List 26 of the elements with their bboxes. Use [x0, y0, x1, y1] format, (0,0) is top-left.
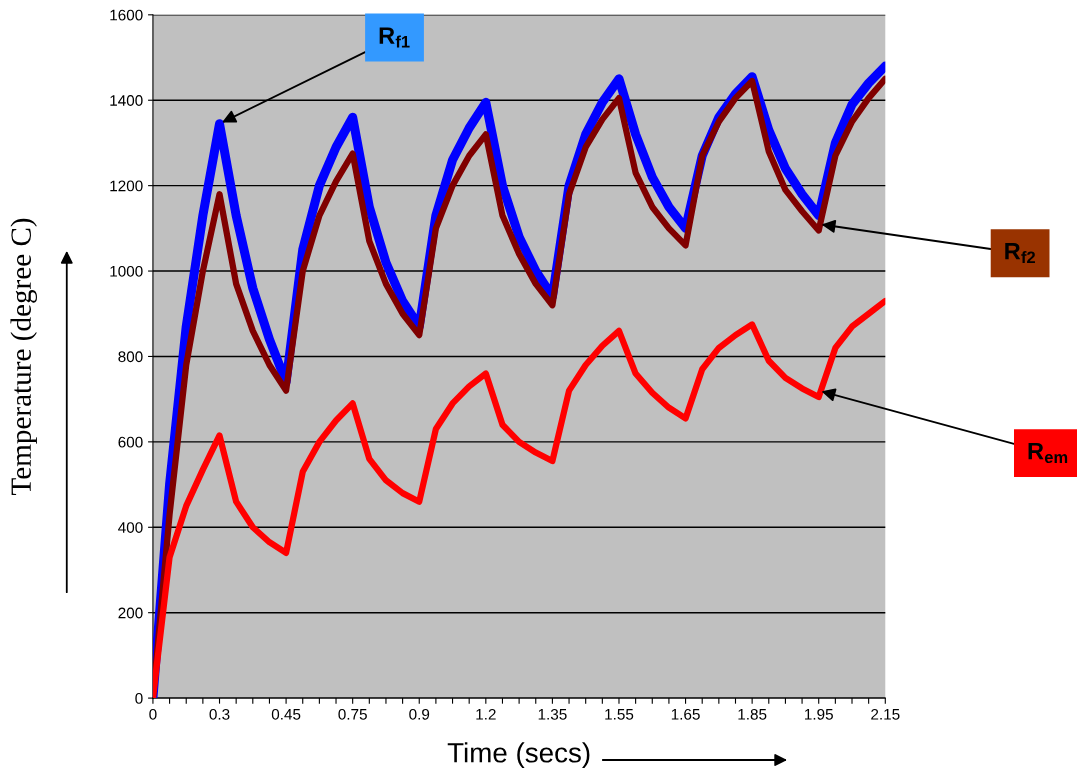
- x-tick-label: 1.55: [605, 709, 634, 720]
- y-tick-label: 600: [118, 436, 143, 448]
- x-tick-label: 1.35: [538, 708, 567, 720]
- x-tick-label: 0.9: [409, 708, 430, 720]
- x-tick-label: 1.85: [738, 708, 767, 720]
- y-tick-label: 1400: [110, 95, 143, 106]
- y-tick-label: 800: [118, 351, 143, 363]
- y-axis-title: Temperature (degree C): [10, 218, 38, 495]
- x-tick-label: 0.45: [271, 708, 301, 720]
- x-tick-label: 0.3: [209, 708, 230, 720]
- x-axis-title: Time (secs): [447, 742, 590, 769]
- y-tick-label: 1000: [110, 265, 143, 277]
- y-tick-label: 400: [118, 522, 143, 533]
- annotation: R$_{f2}$: [1005, 243, 1035, 264]
- annotation: R$_{em}$: [1028, 442, 1068, 464]
- x-tick-label: 0: [149, 708, 157, 720]
- x-tick-label: 1.95: [805, 708, 833, 720]
- y-tick-label: 200: [118, 607, 143, 619]
- y-tick-label: 0: [135, 692, 143, 704]
- x-tick-label: 2.15: [871, 708, 900, 720]
- x-tick-label: 1.65: [671, 708, 700, 720]
- y-tick-label: 1200: [110, 180, 143, 192]
- y-tick-label: 1600: [110, 9, 143, 21]
- x-tick-label: 1.2: [476, 708, 496, 720]
- x-tick-label: 0.75: [338, 708, 367, 720]
- annotation: R$_{f1}$: [379, 27, 410, 48]
